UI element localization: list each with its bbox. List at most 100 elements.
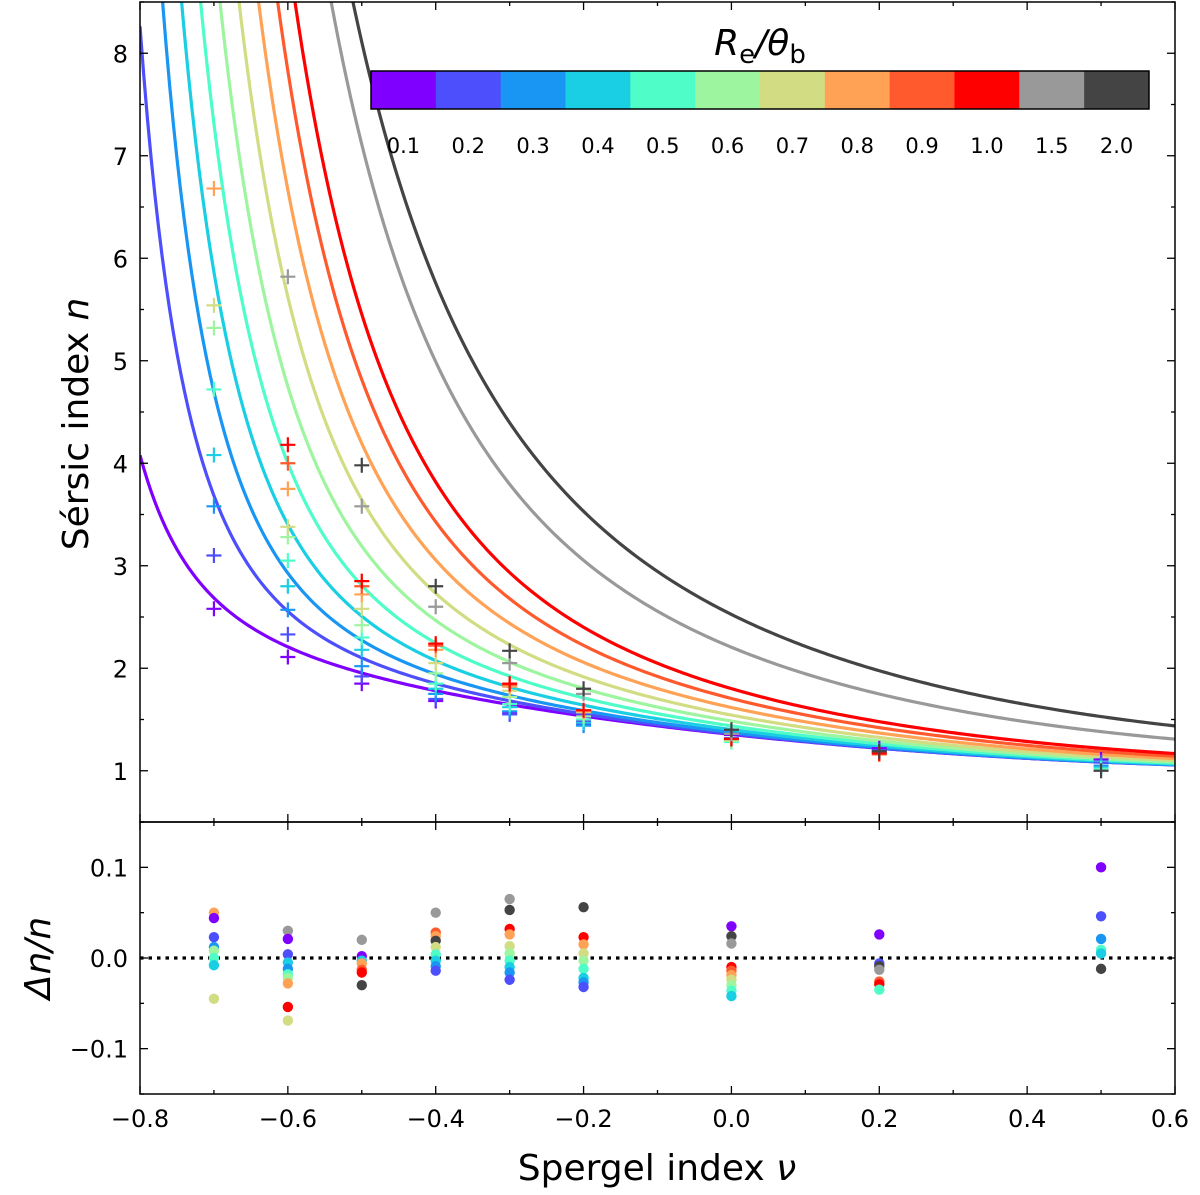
residual-point [356, 980, 367, 991]
residual-point [578, 955, 589, 966]
fit-curve-1.0 [293, 2, 1175, 756]
measured-marker [354, 573, 370, 589]
colorbar-title-sub1: e [739, 40, 755, 70]
colorbar-label: 0.5 [646, 134, 679, 158]
residual-point [504, 941, 515, 952]
residual-point [356, 934, 367, 946]
x-tick-label: 0.6 [1151, 1105, 1189, 1133]
y-tick-label-top: 2 [113, 655, 128, 683]
measured-marker [280, 602, 296, 618]
x-axis-title: Spergel index ν [518, 1148, 797, 1189]
x-tick-label: −0.2 [554, 1105, 612, 1133]
colorbar-label: 0.3 [516, 134, 549, 158]
colorbar-label: 0.8 [841, 134, 874, 158]
x-tick-label: −0.8 [111, 1105, 169, 1133]
y-tick-label-top: 4 [113, 450, 128, 478]
residual-point [726, 931, 737, 942]
residual-point [1095, 862, 1107, 873]
measured-marker [428, 578, 444, 594]
colorbar-frame [370, 70, 1150, 110]
fit-curve-0.6 [218, 2, 1175, 764]
colorbar-cell-0.8 [824, 71, 891, 109]
residual-point [504, 967, 515, 978]
colorbar-cells [371, 71, 1150, 109]
bottom-panel: −0.10.00.1 −0.8 −0.6 −0.4 −0.2 0.0 0.2 0.4 0.6 … [18, 821, 1189, 1189]
colorbar-label: 0.2 [452, 134, 485, 158]
fit-curves [140, 2, 1175, 767]
fit-curve-2.0 [351, 2, 1175, 728]
residual-point [282, 925, 294, 936]
measured-marker [206, 381, 222, 397]
residual-point [726, 921, 737, 932]
y-tick-label-top: 6 [113, 245, 128, 273]
y-tick-label-top: 7 [113, 143, 128, 171]
residual-point [578, 948, 589, 959]
measured-marker [280, 519, 296, 535]
colorbar-label: 2.0 [1100, 134, 1133, 158]
residual-point [726, 990, 737, 1002]
fit-curve-0.5 [199, 2, 1175, 765]
fit-curve-0.7 [237, 2, 1175, 763]
residual-point [282, 1015, 294, 1026]
measured-marker [280, 578, 296, 594]
measured-marker [206, 548, 222, 563]
fit-curve-0.9 [276, 2, 1175, 758]
x-tick-label: 0.2 [860, 1105, 898, 1133]
x-tick-label: 0.0 [712, 1105, 750, 1133]
colorbar-cell-0.3 [500, 71, 566, 109]
colorbar-label: 0.6 [711, 134, 744, 158]
residual-points [208, 862, 1107, 1026]
measured-marker [280, 437, 296, 453]
colorbar-cell-0.6 [695, 71, 761, 109]
measured-marker [206, 297, 222, 313]
colorbar-cell-1.0 [954, 71, 1020, 109]
fit-curve-1.5 [329, 2, 1175, 741]
bottom-y-tick-labels: −0.1 0.0 0.1 [70, 854, 128, 1063]
colorbar-cell-2.0 [1084, 71, 1150, 109]
residual-point [282, 933, 294, 945]
residual-point [282, 1001, 294, 1013]
x-tick-label: 0.4 [1008, 1105, 1046, 1133]
y-axis-title-top: Sérsic index n [56, 298, 97, 551]
residual-point [430, 941, 441, 953]
residual-point [1095, 963, 1107, 975]
measured-marker [428, 636, 444, 652]
residual-point [504, 974, 515, 985]
x-axis-title-var: ν [776, 1148, 796, 1189]
measured-marker [280, 455, 296, 471]
measured-marker [354, 498, 370, 514]
measured-marker [354, 601, 370, 617]
measured-marker [502, 676, 518, 692]
measured-marker [502, 643, 518, 659]
measured-marker [576, 702, 592, 718]
measured-marker [428, 599, 444, 615]
measured-marker [206, 447, 222, 463]
residual-point [1095, 948, 1107, 959]
residual-point [578, 931, 589, 943]
x-tick-labels: −0.8 −0.6 −0.4 −0.2 0.0 0.2 0.4 0.6 [111, 1105, 1189, 1133]
residual-point [208, 960, 220, 971]
residual-point [504, 929, 515, 940]
colorbar-title-mid: /θ [752, 23, 789, 64]
residual-point [874, 929, 885, 940]
measured-marker [576, 681, 592, 697]
colorbar-label: 0.4 [581, 134, 614, 158]
colorbar-label: 0.9 [905, 134, 938, 158]
fit-curve-0.8 [256, 2, 1175, 761]
measured-marker [206, 181, 222, 197]
residual-point [282, 978, 294, 989]
measured-marker [280, 626, 296, 642]
colorbar-labels: 0.1 0.2 0.3 0.4 0.5 0.6 0.7 0.8 0.9 1.0 1.5 2.0 [387, 134, 1134, 158]
residual-point [208, 952, 220, 964]
residual-point [208, 945, 220, 956]
colorbar-label: 0.7 [776, 134, 809, 158]
residual-point [578, 963, 589, 975]
residual-point [578, 902, 589, 913]
residual-point [578, 939, 589, 950]
colorbar-cell-0.7 [760, 71, 826, 109]
bottom-panel-frame [139, 821, 1176, 1095]
y-tick-label-top: 8 [113, 40, 128, 68]
y-tick-label-bottom: −0.1 [70, 1036, 128, 1064]
